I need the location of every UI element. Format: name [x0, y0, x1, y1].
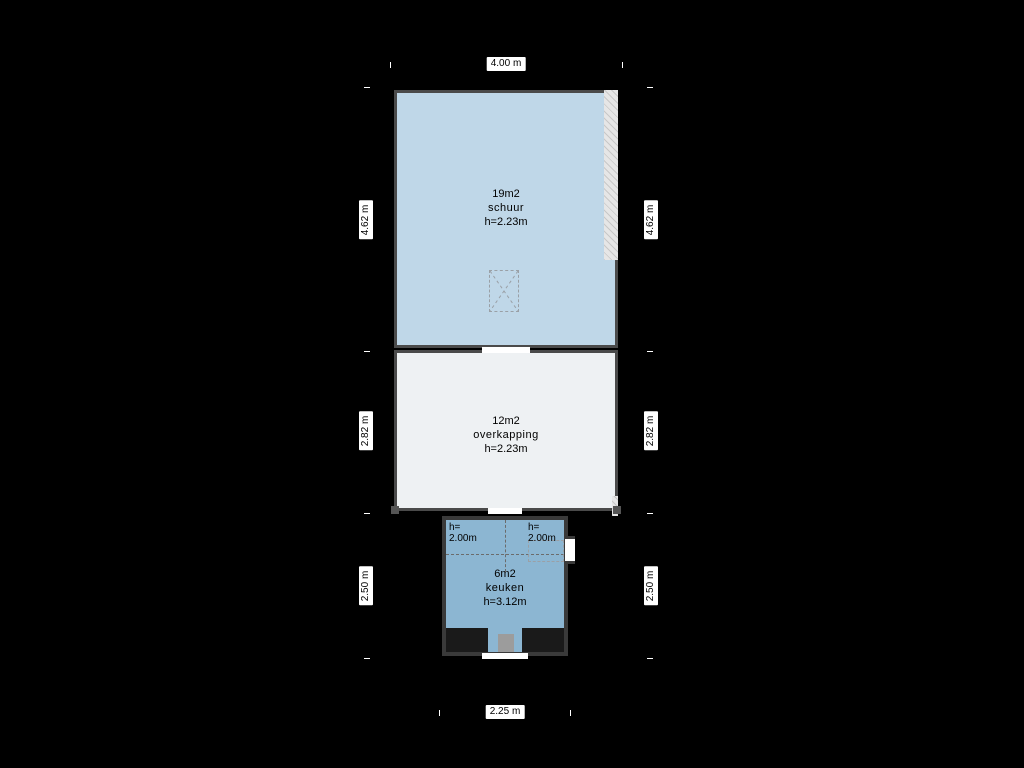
keuken-window-right	[565, 536, 575, 564]
overkapping-post-br	[613, 506, 621, 514]
dimension-label: 4.00 m	[487, 57, 526, 71]
keuken-dashed-vert	[505, 520, 507, 572]
keuken-height: h=3.12m	[483, 596, 526, 610]
keuken-corner-h-right: h= 2.00m	[528, 522, 556, 544]
floorplan-canvas: 19m2 schuur h=2.23m 12m2 overkapping h=2…	[0, 0, 1024, 768]
overkapping-gap-bottom	[488, 508, 522, 514]
keuken-center-block	[498, 634, 514, 652]
corner-h-left-top: h=	[449, 522, 460, 533]
room-overkapping: 12m2 overkapping h=2.23m	[394, 350, 618, 511]
keuken-dark-left	[446, 628, 488, 652]
keuken-name: keuken	[483, 582, 526, 596]
overkapping-post-bl	[391, 506, 399, 514]
dimension-label: 4.62 m	[644, 201, 658, 240]
dimension-tick	[364, 658, 370, 659]
dimension-tick	[364, 513, 370, 514]
schuur-name: schuur	[484, 202, 527, 216]
dimension-label: 2.82 m	[644, 412, 658, 451]
schuur-object-dashed	[489, 270, 519, 312]
dimension-tick	[647, 351, 653, 352]
dimension-label: 4.62 m	[359, 201, 373, 240]
schuur-door-hatched	[604, 90, 618, 260]
corner-h-right-top: h=	[528, 522, 539, 533]
dimension-tick	[364, 87, 370, 88]
room-keuken-label: 6m2 keuken h=3.12m	[483, 568, 526, 609]
overkapping-area: 12m2	[473, 415, 538, 429]
dimension-tick	[570, 710, 571, 716]
dimension-label: 2.50 m	[644, 567, 658, 606]
dimension-tick	[647, 658, 653, 659]
dashed-x-icon	[490, 271, 518, 311]
room-schuur-label: 19m2 schuur h=2.23m	[484, 188, 527, 229]
schuur-area: 19m2	[484, 188, 527, 202]
keuken-dark-right	[522, 628, 564, 652]
corner-h-left-bot: 2.00m	[449, 533, 477, 544]
dimension-label: 2.82 m	[359, 412, 373, 451]
dimension-tick	[622, 62, 623, 68]
room-overkapping-label: 12m2 overkapping h=2.23m	[473, 415, 538, 456]
dimension-label: 2.50 m	[359, 567, 373, 606]
dimension-tick	[647, 513, 653, 514]
dimension-tick	[390, 62, 391, 68]
keuken-corner-h-left: h= 2.00m	[449, 522, 477, 544]
dimension-label: 2.25 m	[486, 705, 525, 719]
corner-h-right-bot: 2.00m	[528, 533, 556, 544]
overkapping-name: overkapping	[473, 429, 538, 443]
overkapping-gap-top	[482, 347, 530, 353]
dimension-tick	[647, 87, 653, 88]
dimension-tick	[364, 351, 370, 352]
dimension-tick	[439, 710, 440, 716]
keuken-gap-bottom	[482, 653, 528, 659]
schuur-height: h=2.23m	[484, 216, 527, 230]
overkapping-height: h=2.23m	[473, 443, 538, 457]
